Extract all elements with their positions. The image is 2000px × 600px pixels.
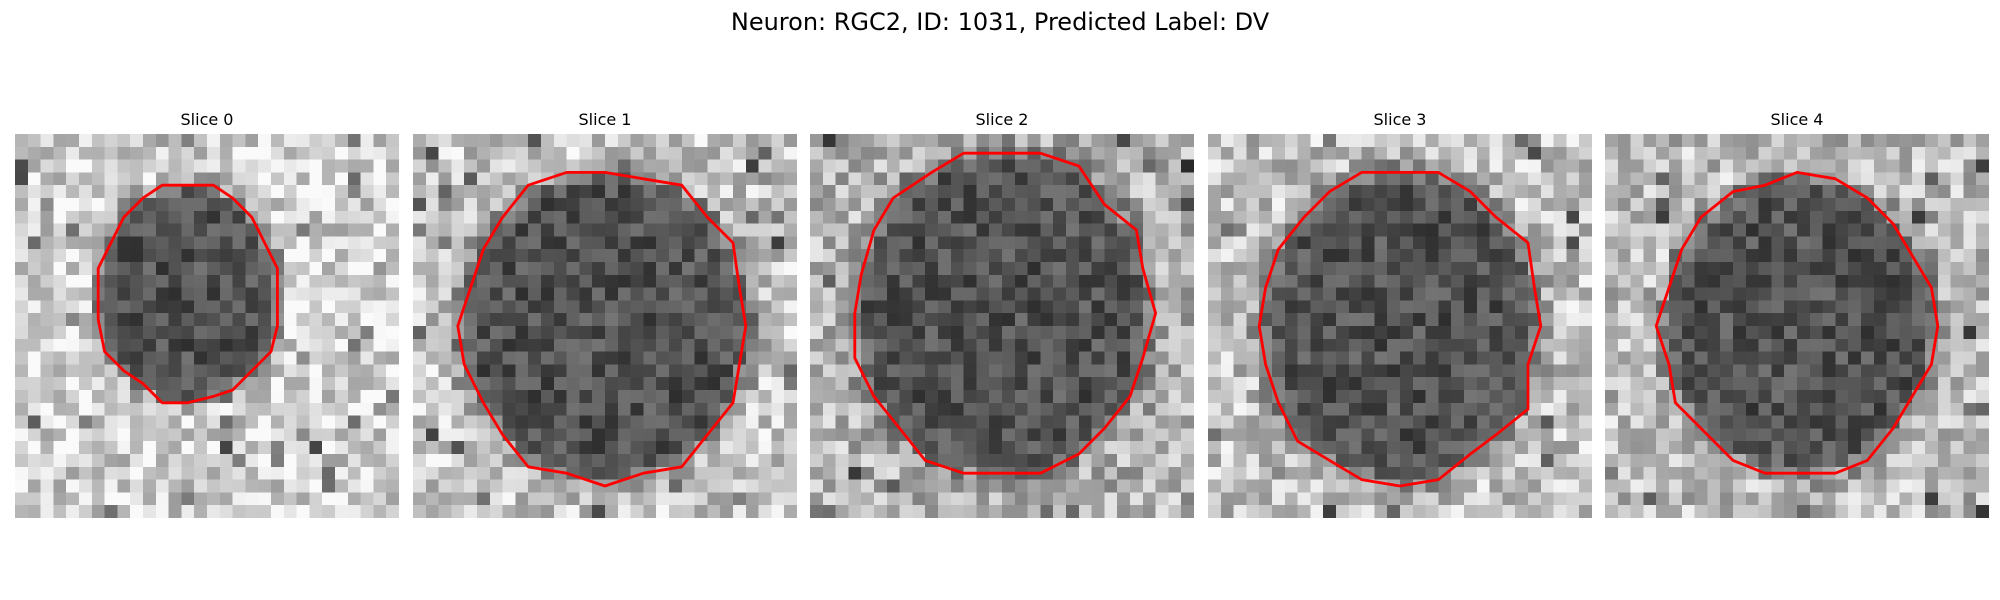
slice-image-1 [413,134,797,518]
cell-outline-0 [96,183,279,405]
pixel-grid-0 [15,134,399,518]
slice-image-0 [15,134,399,518]
pixel-grid-4 [1605,134,1989,518]
slice-image-3 [1208,134,1592,518]
slice-title-4: Slice 4 [1770,110,1824,129]
cell-outline-1 [456,170,748,488]
slice-title-0: Slice 0 [180,110,234,129]
cell-outline-3 [1257,170,1543,488]
slice-title-1: Slice 1 [578,110,632,129]
pixel-grid-2 [810,134,1194,518]
slice-image-4 [1605,134,1989,518]
slice-title-2: Slice 2 [975,110,1029,129]
pixel-grid-3 [1208,134,1592,518]
figure-title: Neuron: RGC2, ID: 1031, Predicted Label:… [730,8,1270,36]
slice-image-2 [810,134,1194,518]
slice-title-3: Slice 3 [1373,110,1427,129]
pixel-grid-1 [413,134,797,518]
cell-outline-2 [853,151,1158,475]
cell-outline-4 [1654,170,1940,475]
